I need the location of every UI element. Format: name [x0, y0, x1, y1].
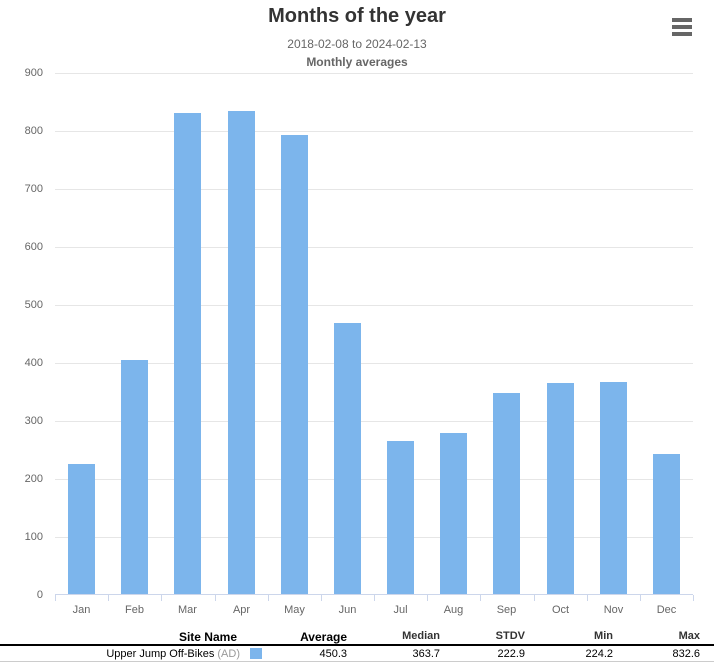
y-axis-label-500: 500 — [24, 299, 43, 311]
x-axis-tick — [693, 595, 694, 601]
y-axis-label-100: 100 — [24, 531, 43, 543]
x-axis-label-nov: Nov — [603, 604, 624, 616]
y-axis-label-600: 600 — [24, 241, 43, 253]
col-header-stdv: STDV — [495, 630, 525, 642]
y-axis-label-300: 300 — [24, 415, 43, 427]
y-axis-labels: 0 100 200 300 400 500 600 700 800 900 — [0, 67, 45, 601]
x-axis-label-may: May — [284, 604, 305, 616]
table-header-rule — [0, 644, 714, 646]
x-axis-label-jan: Jan — [72, 604, 91, 616]
table-bottom-rule — [0, 661, 714, 662]
gridline-700 — [55, 189, 693, 190]
site-name-cell: Upper Jump Off-Bikes (AD) — [106, 648, 240, 660]
x-axis-line — [55, 594, 693, 595]
x-axis-tick — [480, 595, 481, 601]
x-axis-label-jul: Jul — [393, 604, 408, 616]
y-axis-label-800: 800 — [24, 125, 43, 137]
x-axis-tick — [534, 595, 535, 601]
average-value-cell: 450.3 — [319, 648, 347, 660]
col-header-min: Min — [594, 630, 613, 642]
x-axis-label-oct: Oct — [551, 604, 570, 616]
x-axis-tick — [321, 595, 322, 601]
export-menu-button[interactable] — [668, 14, 696, 40]
x-axis-tick — [640, 595, 641, 601]
x-axis-tick — [161, 595, 162, 601]
x-axis-tick — [55, 595, 56, 601]
gridline-400 — [55, 363, 693, 364]
site-name-suffix: (AD) — [217, 648, 240, 660]
gridline-200 — [55, 479, 693, 480]
gridline-300 — [55, 421, 693, 422]
x-axis-label-jun: Jun — [338, 604, 357, 616]
bar-may[interactable] — [281, 135, 308, 594]
y-axis-label-0: 0 — [36, 589, 43, 601]
bar-sep[interactable] — [493, 393, 520, 594]
y-axis-label-700: 700 — [24, 183, 43, 195]
col-header-site-name: Site Name — [178, 630, 237, 644]
gridline-600 — [55, 247, 693, 248]
x-axis-label-sep: Sep — [496, 604, 517, 616]
x-axis-tick — [108, 595, 109, 601]
x-axis-label-mar: Mar — [178, 604, 197, 616]
bar-jul[interactable] — [387, 441, 414, 594]
chart-subtitle-range: 2018-02-08 to 2024-02-13 — [287, 37, 427, 51]
bar-mar[interactable] — [174, 113, 201, 594]
x-axis-tick — [374, 595, 375, 601]
max-value-cell: 832.6 — [672, 648, 700, 660]
x-axis-tick — [427, 595, 428, 601]
plot-area: Jan Feb Mar Apr May Jun Jul Aug Sep Oct Nov Dec — [55, 73, 694, 616]
bar-feb[interactable] — [121, 360, 148, 594]
median-value-cell: 363.7 — [412, 648, 440, 660]
y-axis-label-200: 200 — [24, 473, 43, 485]
x-axis-label-apr: Apr — [232, 604, 251, 616]
bar-oct[interactable] — [547, 383, 574, 594]
x-axis-label-feb: Feb — [125, 604, 144, 616]
bar-aug[interactable] — [440, 433, 467, 594]
bar-jan[interactable] — [68, 464, 95, 594]
x-axis-tick — [268, 595, 269, 601]
x-axis-tick — [215, 595, 216, 601]
x-axis-label-dec: Dec — [656, 604, 677, 616]
chart-subtitle-note: Monthly averages — [306, 55, 408, 69]
bar-apr[interactable] — [228, 111, 255, 594]
site-name-text: Upper Jump Off-Bikes — [106, 648, 215, 660]
chart-title: Months of the year — [268, 5, 446, 27]
gridline-800 — [55, 131, 693, 132]
gridline-900 — [55, 73, 693, 74]
y-axis-label-900: 900 — [24, 67, 43, 79]
col-header-max: Max — [678, 630, 700, 642]
gridline-500 — [55, 305, 693, 306]
col-header-median: Median — [402, 630, 440, 642]
x-axis-label-aug: Aug — [443, 604, 464, 616]
hamburger-icon — [672, 18, 692, 36]
bar-jun[interactable] — [334, 323, 361, 594]
bar-dec[interactable] — [653, 454, 680, 594]
stats-table: Site Name Average Median STDV Min Max Up… — [0, 629, 714, 664]
min-value-cell: 224.2 — [585, 648, 613, 660]
gridline-100 — [55, 537, 693, 538]
y-axis-label-400: 400 — [24, 357, 43, 369]
bar-nov[interactable] — [600, 382, 627, 594]
series-legend-swatch — [250, 648, 262, 659]
stdv-value-cell: 222.9 — [497, 648, 525, 660]
x-axis-tick — [587, 595, 588, 601]
col-header-average: Average — [300, 630, 347, 644]
